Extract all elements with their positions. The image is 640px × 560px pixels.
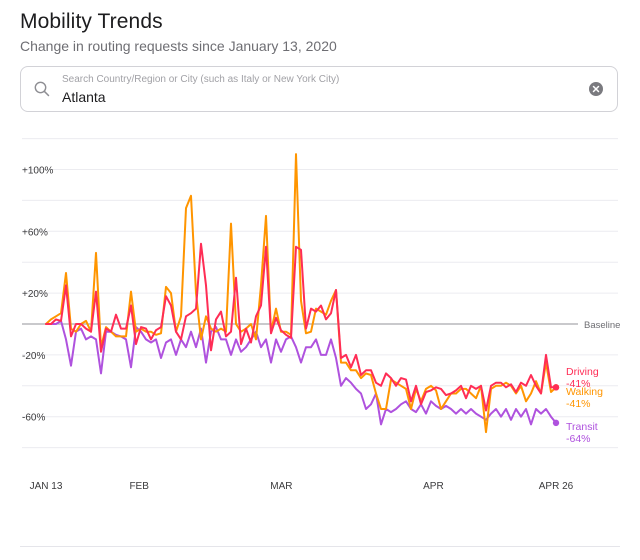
x-tick-label: APR (423, 481, 444, 492)
search-placeholder: Search Country/Region or City (such as I… (62, 74, 340, 85)
y-tick-label: -60% (22, 413, 45, 424)
series-endpoint-driving (552, 384, 560, 391)
series-endpoint-transit (552, 419, 560, 427)
divider (20, 546, 620, 547)
clear-search-button[interactable] (589, 82, 603, 96)
baseline-label: Baseline (584, 320, 620, 331)
series-value-label: -41% (566, 378, 591, 390)
x-tick-label: FEB (129, 481, 149, 492)
series-value-label: -41% (566, 398, 591, 410)
series-value-label: -64% (566, 433, 591, 445)
series-name-label: Driving (566, 366, 599, 378)
y-tick-label: +100% (22, 166, 54, 177)
y-tick-label: -20% (22, 351, 45, 362)
series-line-transit (45, 319, 557, 426)
page-subtitle: Change in routing requests since January… (20, 38, 337, 54)
x-tick-label: APR 26 (539, 481, 574, 492)
series-name-label: Walking (566, 386, 603, 398)
y-tick-label: +60% (22, 227, 48, 238)
mobility-chart: Baseline +100% +60% +20% -20% -60% JAN 13 FEB MA… (22, 138, 620, 492)
search-icon (34, 81, 50, 97)
page-title: Mobility Trends (20, 10, 163, 33)
series-line-driving (45, 242, 557, 412)
x-tick-label: JAN 13 (30, 481, 63, 492)
search-input[interactable] (62, 89, 562, 105)
search-bar[interactable]: Search Country/Region or City (such as I… (20, 66, 618, 112)
series-line-walking (45, 153, 557, 434)
close-circle-icon (592, 85, 600, 93)
x-tick-label: MAR (270, 481, 292, 492)
series-name-label: Transit (566, 421, 598, 433)
y-tick-label: +20% (22, 289, 48, 300)
